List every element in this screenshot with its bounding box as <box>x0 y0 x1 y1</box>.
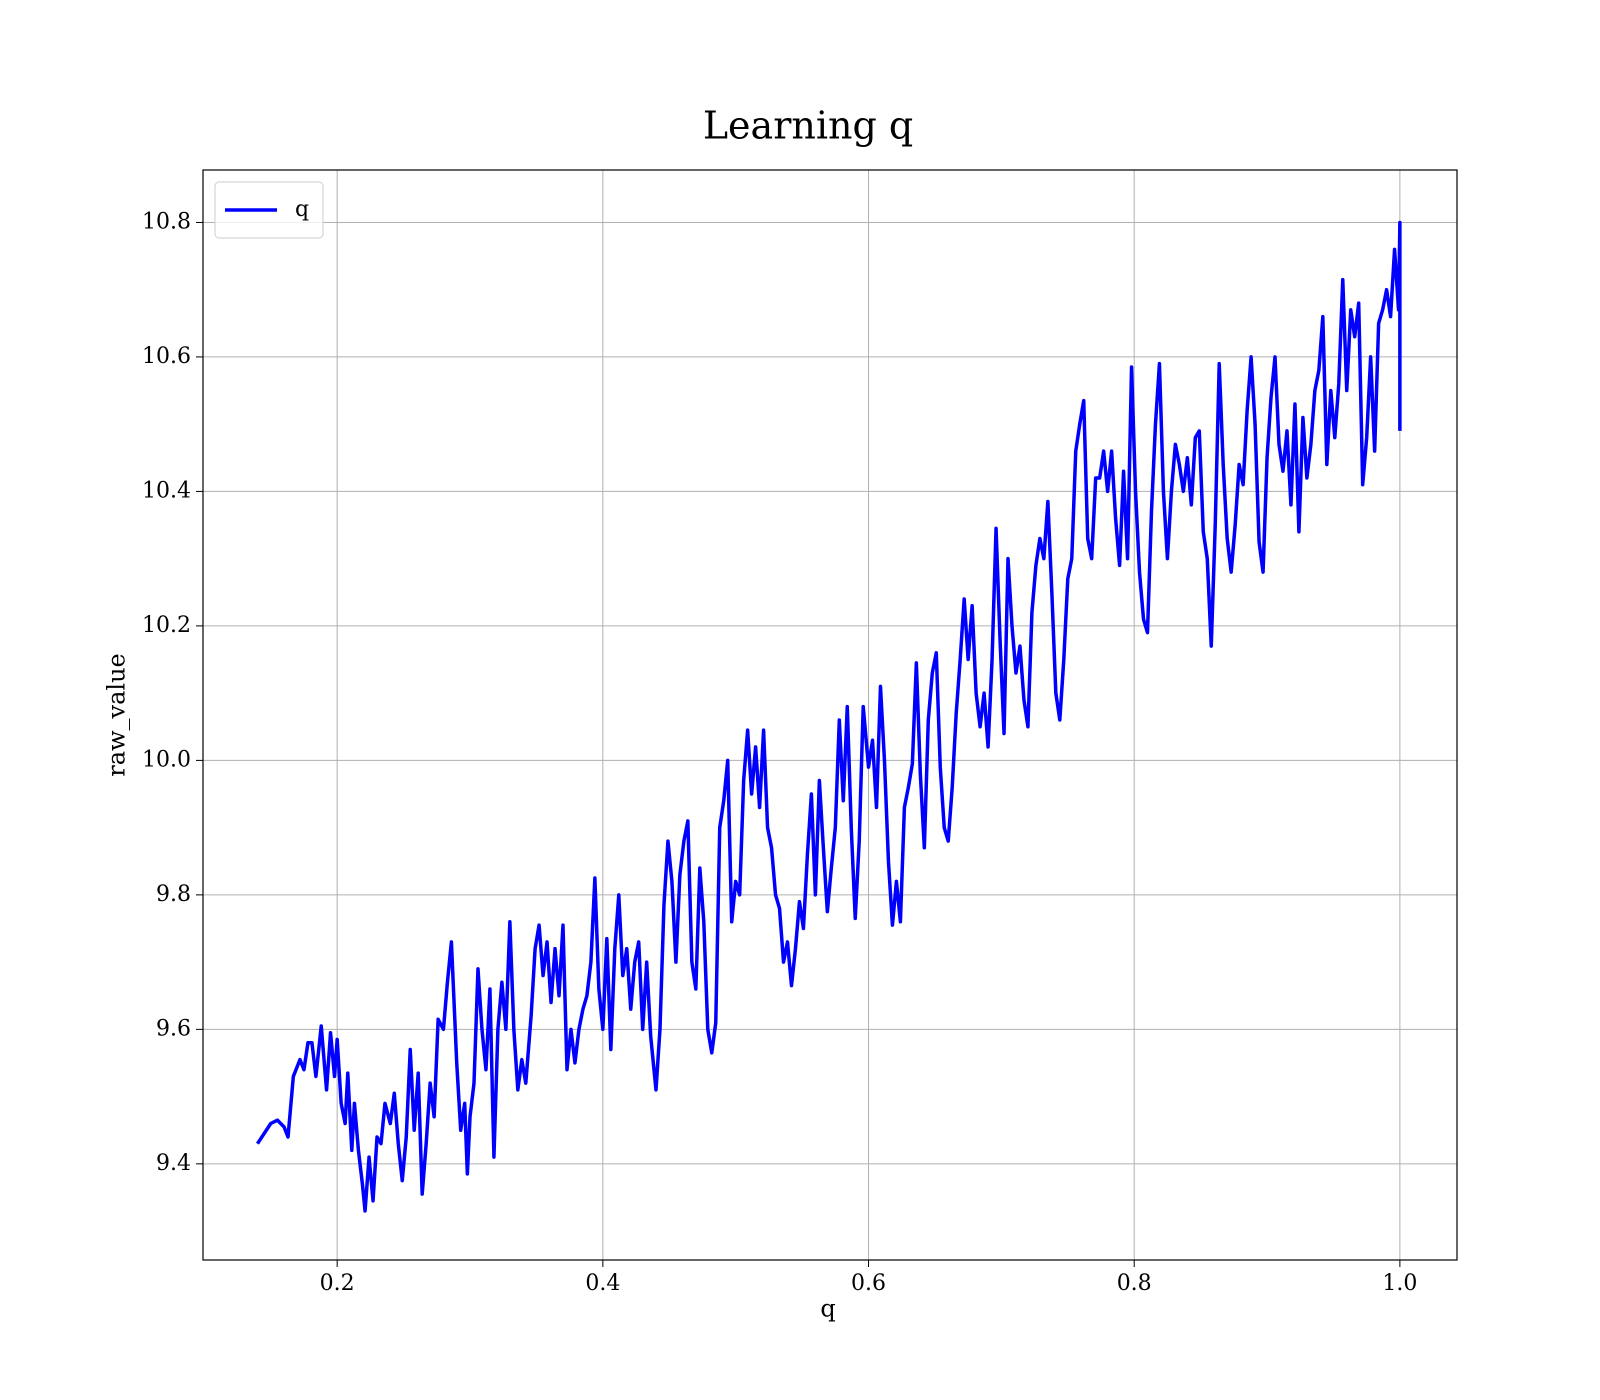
plot-frame <box>202 169 1458 1261</box>
y-tick-label: 9.8 <box>156 882 191 907</box>
legend: q <box>214 181 324 239</box>
y-tick-label: 10.0 <box>142 747 191 772</box>
data-line <box>255 220 1402 1213</box>
chart-title: Learning q <box>703 104 913 148</box>
y-tick-label: 10.6 <box>142 344 191 369</box>
y-tick-label: 9.6 <box>156 1016 191 1041</box>
x-tick-label: 0.6 <box>851 1271 886 1296</box>
x-axis-label: q <box>820 1295 835 1323</box>
y-axis-label: raw_value <box>103 653 131 777</box>
x-tick-label: 0.4 <box>585 1271 620 1296</box>
y-tick-label: 9.4 <box>156 1151 191 1176</box>
y-tick-label: 10.2 <box>142 613 191 638</box>
x-tick-label: 0.8 <box>1117 1271 1152 1296</box>
y-tick-label: 10.8 <box>142 209 191 234</box>
x-tick-label: 0.2 <box>320 1271 355 1296</box>
x-tick-label: 1.0 <box>1382 1271 1417 1296</box>
legend-label: q <box>295 197 309 222</box>
y-tick-label: 10.4 <box>142 478 191 503</box>
